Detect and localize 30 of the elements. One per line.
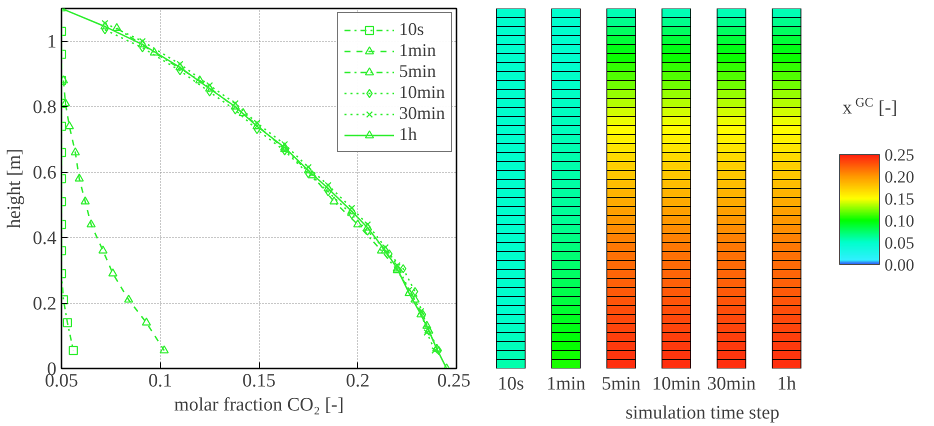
- x-tick-label: 10s: [498, 374, 524, 394]
- legend-label: 1min: [398, 40, 436, 61]
- x-tick-label: 30min: [707, 374, 756, 394]
- x-tick-label: 5min: [602, 374, 642, 394]
- color-bar-label: 0.15: [884, 190, 914, 208]
- legend-label: 5min: [398, 61, 436, 82]
- legend-label: 10s: [398, 19, 424, 40]
- x-axis-title: simulation time step: [625, 402, 780, 424]
- x-tick-label: 0.25: [437, 370, 470, 392]
- color-bar-label: 0.05: [884, 234, 914, 252]
- legend-label: 1h: [398, 124, 418, 145]
- color-bar-label: 0.25: [884, 146, 914, 164]
- y-tick-label: 1: [47, 32, 56, 53]
- color-bar-label: 0.20: [884, 168, 914, 186]
- y-tick-label: 0.2: [32, 294, 56, 315]
- x-tick-label: 0.1: [148, 370, 172, 392]
- y-tick-label: 0.4: [32, 228, 57, 250]
- legend-label: 10min: [398, 82, 445, 103]
- x-tick-label: 0.2: [346, 370, 370, 392]
- x-tick-label: 0.15: [242, 370, 276, 392]
- color-bar-label: 0.10: [884, 212, 914, 230]
- color-bar-label: 0.00: [884, 256, 914, 274]
- x-tick-label: 1min: [546, 374, 586, 394]
- y-axis-title: height [m]: [4, 148, 25, 228]
- x-tick-label: 10min: [652, 374, 702, 394]
- x-tick-label: 1h: [777, 374, 797, 394]
- y-tick-label: 0.6: [32, 162, 56, 184]
- y-tick-label: 0.8: [32, 97, 56, 118]
- x-axis-title: molar fraction CO₂ [-]: [174, 394, 344, 416]
- legend-label: 30min: [398, 103, 445, 124]
